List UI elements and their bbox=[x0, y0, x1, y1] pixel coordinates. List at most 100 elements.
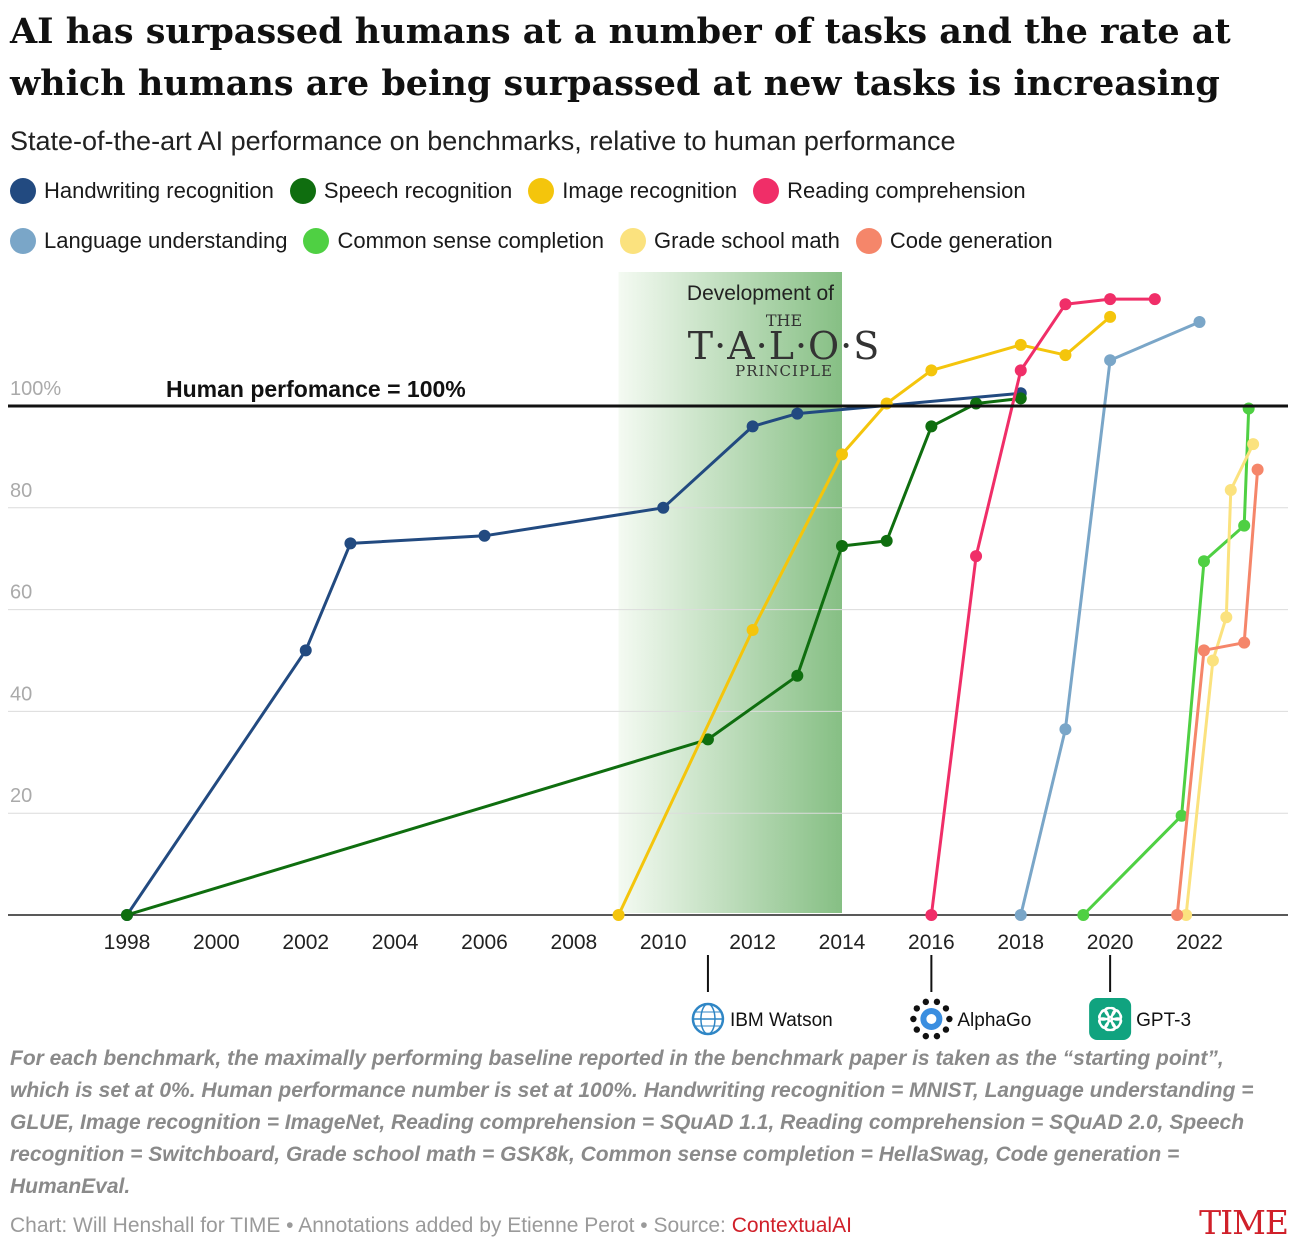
data-point-image-recognition bbox=[880, 397, 893, 410]
data-point-code-generation bbox=[1251, 463, 1264, 476]
data-point-speech-recognition bbox=[791, 669, 804, 682]
legend-label: Handwriting recognition bbox=[44, 178, 274, 203]
data-point-language-understanding bbox=[1104, 354, 1117, 367]
data-point-common-sense-completion bbox=[1197, 555, 1210, 568]
legend-label: Code generation bbox=[889, 228, 1053, 253]
legend-swatch bbox=[753, 178, 780, 204]
legend-item-common-sense-completion: Common sense completion bbox=[303, 228, 604, 254]
data-point-speech-recognition bbox=[701, 733, 714, 746]
legend-label: Reading comprehension bbox=[787, 178, 1026, 203]
annotation-label-ibm-watson: IBM Watson bbox=[730, 1010, 833, 1031]
legend-swatch bbox=[10, 228, 36, 254]
series-line-code-generation bbox=[1175, 469, 1260, 916]
x-tick-label: 2022 bbox=[1176, 931, 1223, 954]
alphago-icon bbox=[910, 998, 953, 1040]
legend-swatch bbox=[620, 228, 647, 254]
time-logo: TIME bbox=[1199, 1203, 1289, 1242]
data-point-common-sense-completion bbox=[1238, 519, 1251, 532]
legend-item-grade-school-math: Grade school math bbox=[620, 228, 840, 254]
x-tick-label: 2020 bbox=[1087, 931, 1134, 954]
legend-label: Grade school math bbox=[654, 228, 840, 253]
human-performance-label: Human perfomance = 100% bbox=[166, 376, 466, 402]
x-tick-label: 2004 bbox=[372, 931, 419, 954]
data-point-speech-recognition bbox=[121, 909, 133, 921]
data-point-common-sense-completion bbox=[1077, 909, 1090, 921]
series-line-reading-comprehension bbox=[929, 297, 1155, 916]
legend-item-speech-recognition: Speech recognition bbox=[289, 178, 512, 204]
data-point-image-recognition bbox=[925, 364, 938, 377]
data-point-grade-school-math bbox=[1224, 483, 1237, 496]
chart-title: AI has surpassed humans at a number of t… bbox=[10, 11, 1231, 104]
data-point-image-recognition bbox=[1059, 349, 1072, 362]
x-tick-label: 2018 bbox=[997, 931, 1044, 954]
data-point-handwriting-recognition bbox=[791, 407, 804, 420]
x-tick-label: 2008 bbox=[551, 931, 598, 954]
series-line-image-recognition bbox=[617, 315, 1112, 916]
chart-credit: Chart: Will Henshall for TIME • Annotati… bbox=[10, 1214, 852, 1238]
data-point-handwriting-recognition bbox=[299, 644, 312, 657]
series-line-grade-school-math bbox=[1184, 443, 1255, 916]
series-line-language-understanding bbox=[1019, 320, 1201, 916]
x-tick-label: 1998 bbox=[104, 931, 151, 954]
y-tick-label: 100% bbox=[10, 378, 61, 400]
data-point-code-generation bbox=[1197, 644, 1210, 657]
data-point-speech-recognition bbox=[880, 534, 893, 547]
data-point-image-recognition bbox=[612, 909, 625, 921]
data-point-handwriting-recognition bbox=[344, 537, 357, 550]
highlight-band bbox=[618, 272, 842, 913]
series-line-handwriting-recognition bbox=[125, 391, 1021, 916]
x-tick-label: 2010 bbox=[640, 931, 687, 954]
data-point-grade-school-math bbox=[1180, 909, 1193, 921]
logo-line-the: THE bbox=[766, 311, 802, 330]
data-point-speech-recognition bbox=[970, 397, 983, 410]
series-line-speech-recognition bbox=[126, 396, 1021, 917]
data-point-image-recognition bbox=[1014, 338, 1027, 351]
legend-row: Language understanding Common sense compl… bbox=[10, 228, 1069, 254]
x-tick-label: 2012 bbox=[729, 931, 776, 954]
source-link[interactable]: ContextualAI bbox=[731, 1214, 852, 1237]
data-point-image-recognition bbox=[746, 623, 759, 636]
data-point-grade-school-math bbox=[1206, 654, 1219, 667]
data-point-reading-comprehension bbox=[1104, 293, 1117, 306]
x-tick-label: 2000 bbox=[193, 931, 240, 954]
data-point-language-understanding bbox=[1059, 723, 1072, 736]
data-point-common-sense-completion bbox=[1242, 402, 1255, 415]
legend-swatch bbox=[289, 178, 316, 204]
legend-item-reading-comprehension: Reading comprehension bbox=[753, 178, 1026, 204]
chart-footnote: For each benchmark, the maximally perfor… bbox=[10, 1047, 1254, 1198]
x-tick-label: 2002 bbox=[282, 931, 329, 954]
legend-item-code-generation: Code generation bbox=[855, 228, 1053, 254]
y-tick-label: 40 bbox=[10, 683, 32, 705]
x-tick-label: 2014 bbox=[819, 931, 866, 954]
y-tick-label: 20 bbox=[10, 785, 32, 807]
legend-label: Image recognition bbox=[562, 178, 738, 203]
legend-item-handwriting-recognition: Handwriting recognition bbox=[10, 178, 274, 204]
annotation-label-gpt-3: GPT-3 bbox=[1136, 1010, 1191, 1031]
data-point-speech-recognition bbox=[836, 539, 848, 552]
data-point-image-recognition bbox=[1104, 310, 1117, 323]
legend-swatch bbox=[10, 178, 36, 204]
data-point-handwriting-recognition bbox=[478, 529, 491, 542]
band-label: Development of bbox=[687, 282, 834, 305]
legend-label: Common sense completion bbox=[337, 228, 605, 253]
data-point-grade-school-math bbox=[1220, 611, 1233, 624]
legend-item-image-recognition: Image recognition bbox=[528, 178, 737, 204]
gpt3-icon bbox=[1089, 998, 1132, 1040]
legend-row: Handwriting recognition Speech recognitio… bbox=[10, 178, 1042, 204]
data-point-language-understanding bbox=[1014, 909, 1027, 921]
logo-line-principle: PRINCIPLE bbox=[735, 362, 833, 380]
logo-line-talos: T·A·L·O·S bbox=[688, 324, 881, 368]
data-point-reading-comprehension bbox=[1014, 364, 1027, 377]
data-point-reading-comprehension bbox=[925, 909, 938, 921]
x-tick-label: 2006 bbox=[461, 931, 508, 954]
data-point-language-understanding bbox=[1193, 316, 1206, 329]
data-point-reading-comprehension bbox=[1148, 293, 1161, 306]
credit-text: Chart: Will Henshall for TIME • Annotati… bbox=[10, 1214, 732, 1237]
legend-label: Language understanding bbox=[44, 228, 288, 253]
ibm-watson-icon bbox=[691, 1002, 725, 1036]
series-line-common-sense-completion bbox=[1082, 408, 1251, 917]
data-point-grade-school-math bbox=[1247, 438, 1260, 451]
chart-subtitle: State-of-the-art AI performance on bench… bbox=[10, 126, 956, 156]
x-tick-label: 2016 bbox=[908, 931, 955, 954]
